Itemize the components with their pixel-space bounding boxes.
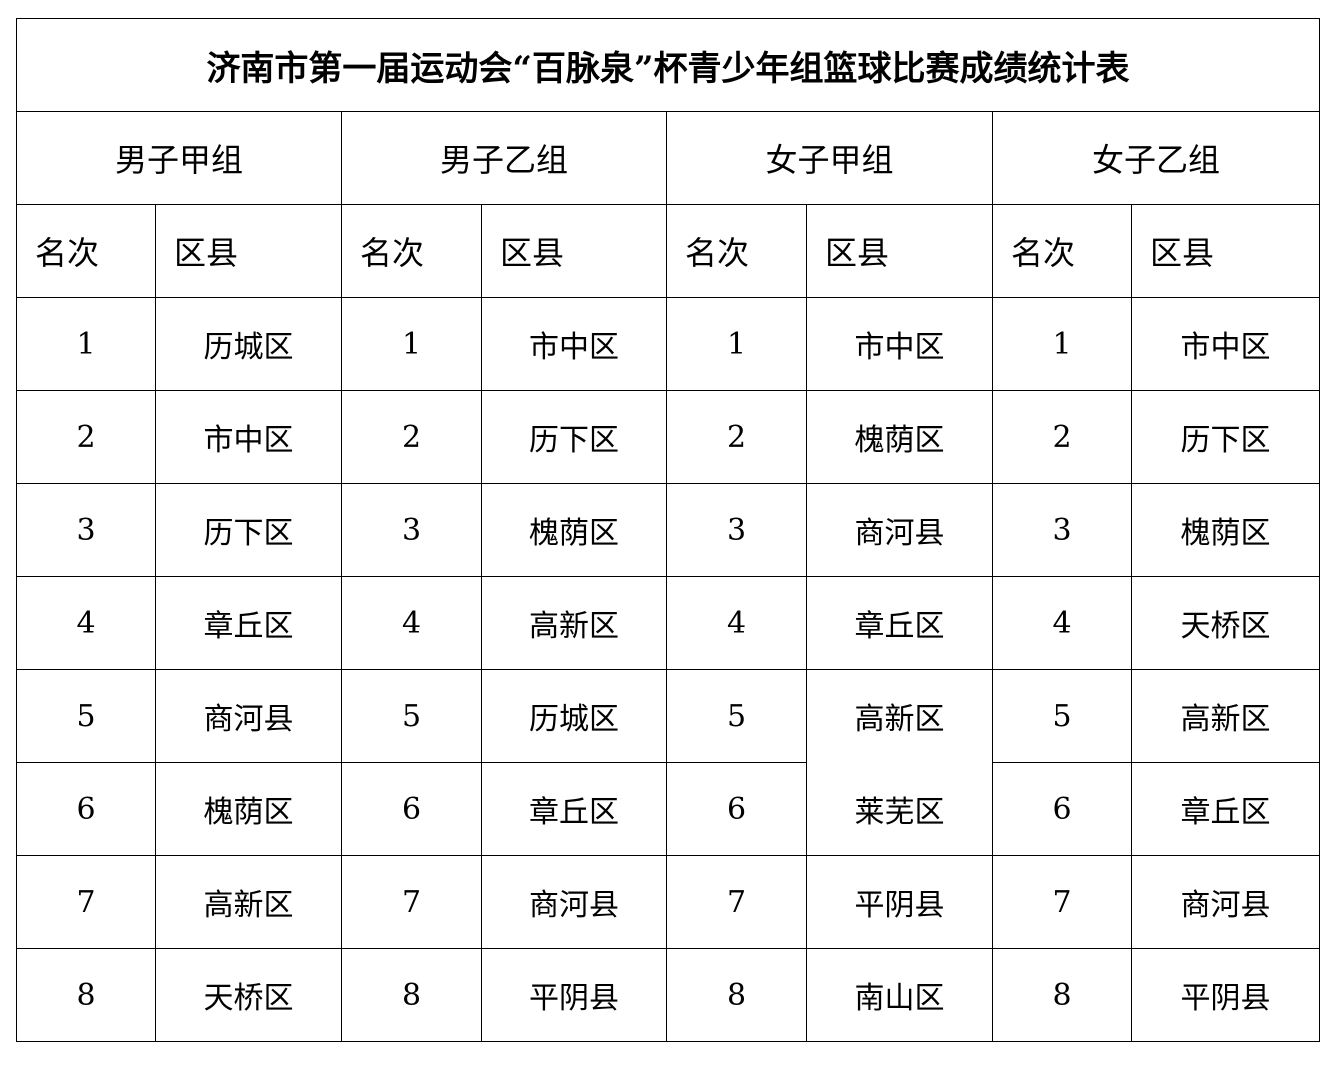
district-cell: 平阴县 bbox=[806, 855, 993, 949]
district-cell: 平阴县 bbox=[481, 948, 667, 1042]
rank-header: 名次 bbox=[992, 204, 1132, 298]
results-table: 济南市第一届运动会“百脉泉”杯青少年组篮球比赛成绩统计表 男子甲组 男子乙组 女子甲… bbox=[16, 18, 1320, 1042]
rank-cell: 4 bbox=[341, 576, 482, 670]
rank-header: 名次 bbox=[341, 204, 482, 298]
district-cell: 商河县 bbox=[806, 483, 993, 577]
rank-cell: 3 bbox=[16, 483, 156, 577]
rank-cell: 3 bbox=[666, 483, 807, 577]
rank-cell: 3 bbox=[992, 483, 1132, 577]
group-header-row: 男子甲组 男子乙组 女子甲组 女子乙组 bbox=[16, 111, 1320, 205]
column-header-row: 名次 区县 名次 区县 名次 区县 名次 区县 bbox=[16, 204, 1320, 298]
district-cell: 高新区 bbox=[155, 855, 342, 949]
district-cell: 市中区 bbox=[1131, 297, 1320, 391]
title-row: 济南市第一届运动会“百脉泉”杯青少年组篮球比赛成绩统计表 bbox=[16, 18, 1320, 112]
rank-cell: 8 bbox=[666, 948, 807, 1042]
rank-cell: 6 bbox=[341, 762, 482, 856]
rank-cell: 2 bbox=[341, 390, 482, 484]
rank-cell: 4 bbox=[992, 576, 1132, 670]
district-cell: 市中区 bbox=[481, 297, 667, 391]
district-cell: 槐荫区 bbox=[1131, 483, 1320, 577]
rank-cell: 2 bbox=[666, 390, 807, 484]
district-cell: 历下区 bbox=[481, 390, 667, 484]
table-row: 7 高新区 7 商河县 7 平阴县 7 商河县 bbox=[16, 855, 1320, 949]
rank-cell: 1 bbox=[666, 297, 807, 391]
district-cell: 南山区 bbox=[806, 948, 993, 1042]
district-cell: 商河县 bbox=[155, 669, 342, 763]
rank-cell: 2 bbox=[992, 390, 1132, 484]
rank-cell: 5 bbox=[341, 669, 482, 763]
rank-cell: 5 bbox=[16, 669, 156, 763]
table-row: 4 章丘区 4 高新区 4 章丘区 4 天桥区 bbox=[16, 576, 1320, 670]
rank-cell: 1 bbox=[341, 297, 482, 391]
district-cell: 莱芜区 bbox=[806, 762, 993, 856]
table-row: 6 槐荫区 6 章丘区 6 莱芜区 6 章丘区 bbox=[16, 762, 1320, 856]
rank-cell: 6 bbox=[16, 762, 156, 856]
district-cell: 商河县 bbox=[1131, 855, 1320, 949]
rank-header: 名次 bbox=[16, 204, 156, 298]
rank-cell: 4 bbox=[666, 576, 807, 670]
rank-cell: 5 bbox=[666, 669, 807, 763]
district-header: 区县 bbox=[481, 204, 667, 298]
table-row: 3 历下区 3 槐荫区 3 商河县 3 槐荫区 bbox=[16, 483, 1320, 577]
district-cell: 章丘区 bbox=[481, 762, 667, 856]
rank-cell: 1 bbox=[992, 297, 1132, 391]
district-cell: 历城区 bbox=[481, 669, 667, 763]
table-row: 1 历城区 1 市中区 1 市中区 1 市中区 bbox=[16, 297, 1320, 391]
district-cell: 高新区 bbox=[481, 576, 667, 670]
group-header: 女子乙组 bbox=[992, 111, 1320, 205]
district-cell: 章丘区 bbox=[806, 576, 993, 670]
rank-cell: 7 bbox=[992, 855, 1132, 949]
district-header: 区县 bbox=[155, 204, 342, 298]
district-cell: 天桥区 bbox=[1131, 576, 1320, 670]
rank-cell: 8 bbox=[16, 948, 156, 1042]
table-row: 2 市中区 2 历下区 2 槐荫区 2 历下区 bbox=[16, 390, 1320, 484]
district-cell: 章丘区 bbox=[155, 576, 342, 670]
district-header: 区县 bbox=[806, 204, 993, 298]
rank-cell: 6 bbox=[992, 762, 1132, 856]
rank-header: 名次 bbox=[666, 204, 807, 298]
district-cell: 商河县 bbox=[481, 855, 667, 949]
table-title: 济南市第一届运动会“百脉泉”杯青少年组篮球比赛成绩统计表 bbox=[16, 18, 1320, 112]
district-cell: 市中区 bbox=[155, 390, 342, 484]
district-cell: 槐荫区 bbox=[481, 483, 667, 577]
group-header: 男子乙组 bbox=[341, 111, 667, 205]
rank-cell: 7 bbox=[341, 855, 482, 949]
table-row: 8 天桥区 8 平阴县 8 南山区 8 平阴县 bbox=[16, 948, 1320, 1042]
rank-cell: 7 bbox=[16, 855, 156, 949]
district-cell: 槐荫区 bbox=[806, 390, 993, 484]
table-row: 5 商河县 5 历城区 5 高新区 5 高新区 bbox=[16, 669, 1320, 763]
district-cell: 历城区 bbox=[155, 297, 342, 391]
rank-cell: 8 bbox=[992, 948, 1132, 1042]
district-cell: 平阴县 bbox=[1131, 948, 1320, 1042]
district-cell: 高新区 bbox=[1131, 669, 1320, 763]
rank-cell: 6 bbox=[666, 762, 807, 856]
district-cell: 天桥区 bbox=[155, 948, 342, 1042]
rank-cell: 7 bbox=[666, 855, 807, 949]
group-header: 女子甲组 bbox=[666, 111, 993, 205]
rank-cell: 4 bbox=[16, 576, 156, 670]
district-cell: 历下区 bbox=[1131, 390, 1320, 484]
rank-cell: 2 bbox=[16, 390, 156, 484]
district-header: 区县 bbox=[1131, 204, 1320, 298]
district-cell: 高新区 bbox=[806, 669, 993, 763]
rank-cell: 3 bbox=[341, 483, 482, 577]
rank-cell: 5 bbox=[992, 669, 1132, 763]
district-cell: 章丘区 bbox=[1131, 762, 1320, 856]
rank-cell: 8 bbox=[341, 948, 482, 1042]
district-cell: 历下区 bbox=[155, 483, 342, 577]
group-header: 男子甲组 bbox=[16, 111, 342, 205]
district-cell: 槐荫区 bbox=[155, 762, 342, 856]
district-cell: 市中区 bbox=[806, 297, 993, 391]
rank-cell: 1 bbox=[16, 297, 156, 391]
